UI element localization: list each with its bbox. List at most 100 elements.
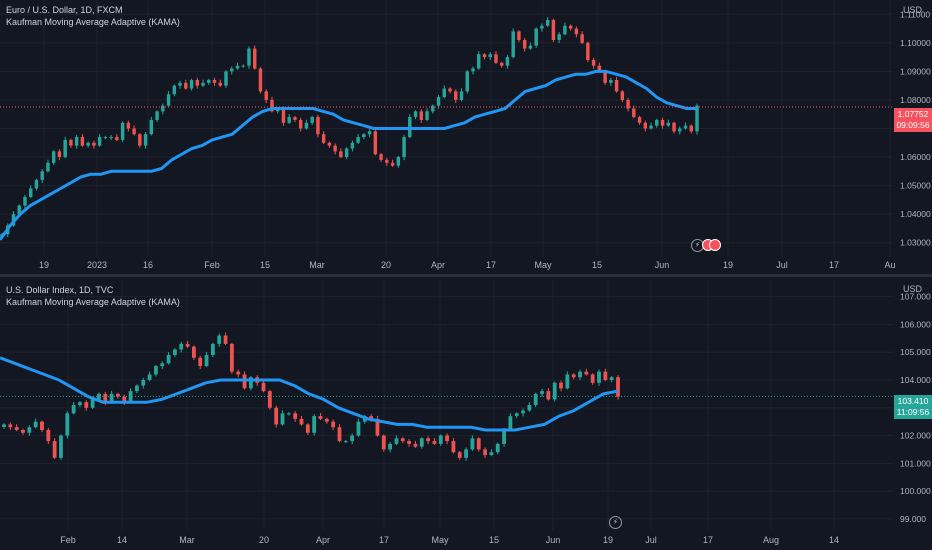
candle-body bbox=[488, 54, 492, 58]
candle-body bbox=[643, 122, 648, 129]
candle-body bbox=[92, 142, 96, 146]
candle-body bbox=[310, 117, 314, 123]
candle-body bbox=[431, 105, 435, 112]
candle-body bbox=[247, 48, 251, 66]
candle-body bbox=[584, 371, 589, 375]
candle-body bbox=[626, 99, 630, 109]
bottom-countdown: 11:09:56 bbox=[896, 407, 930, 417]
flash-icon-bottom[interactable]: ⚡ bbox=[609, 516, 622, 529]
bottom-indicator-label: Kaufman Moving Average Adaptive (KAMA) bbox=[6, 297, 180, 307]
candle-body bbox=[80, 137, 85, 146]
candle-body bbox=[298, 119, 303, 129]
candle-body bbox=[660, 119, 665, 126]
candle-body bbox=[8, 424, 13, 428]
candle-body bbox=[419, 111, 424, 120]
date-tick-label: 17 bbox=[379, 535, 389, 545]
candle-body bbox=[116, 393, 120, 397]
price-tick-label: 1.10000 bbox=[900, 38, 931, 48]
candle-body bbox=[339, 151, 343, 158]
price-tick-label: 1.08000 bbox=[900, 95, 931, 105]
candle-body bbox=[184, 82, 188, 89]
candle-body bbox=[432, 441, 437, 444]
event-icon-2[interactable] bbox=[709, 239, 721, 251]
candle-body bbox=[103, 393, 108, 403]
date-tick-label: Apr bbox=[316, 535, 330, 545]
candle-body bbox=[373, 131, 378, 155]
candle-body bbox=[637, 117, 642, 123]
candle-body bbox=[563, 25, 567, 35]
candle-body bbox=[489, 452, 494, 455]
price-tick-label: 99.000 bbox=[900, 514, 926, 524]
candle-body bbox=[143, 134, 148, 146]
candle-body bbox=[198, 357, 203, 367]
price-tick-label: 1.05000 bbox=[900, 181, 931, 191]
kama-line bbox=[0, 356, 619, 432]
candle-body bbox=[2, 424, 6, 427]
candle-body bbox=[381, 435, 386, 450]
candle-body bbox=[293, 413, 298, 419]
candle-body bbox=[396, 157, 401, 166]
price-tick-label: 107.000 bbox=[900, 292, 931, 302]
candle-body bbox=[545, 19, 550, 26]
candle-body bbox=[195, 79, 200, 86]
candle-body bbox=[666, 122, 671, 126]
candle-body bbox=[356, 137, 360, 143]
date-tick-label: 14 bbox=[117, 535, 127, 545]
candle-body bbox=[591, 59, 596, 66]
candle-body bbox=[514, 413, 519, 417]
date-tick-label: Jul bbox=[776, 260, 788, 270]
candle-body bbox=[189, 79, 194, 89]
candle-body bbox=[59, 435, 63, 458]
candle-body bbox=[495, 443, 500, 453]
candle-body bbox=[603, 71, 607, 83]
candle-body bbox=[33, 421, 38, 428]
candle-body bbox=[51, 151, 56, 163]
candle-body bbox=[274, 407, 279, 425]
candle-body bbox=[402, 137, 406, 158]
candle-body bbox=[248, 377, 253, 389]
candle-body bbox=[655, 119, 659, 126]
candle-body bbox=[413, 443, 418, 447]
date-tick-label: 19 bbox=[603, 535, 613, 545]
candle-body bbox=[350, 142, 355, 149]
top-title: Euro / U.S. Dollar, 1D, FXCM bbox=[6, 5, 123, 15]
date-tick-label: 20 bbox=[381, 260, 391, 270]
date-tick-label: 17 bbox=[703, 535, 713, 545]
candle-body bbox=[482, 54, 487, 58]
candle-body bbox=[672, 122, 676, 132]
bottom-last-price-badge: 103.410 11:09:56 bbox=[894, 395, 932, 419]
candle-body bbox=[343, 441, 348, 443]
candle-body bbox=[407, 441, 412, 444]
candle-body bbox=[316, 117, 320, 135]
candle-body bbox=[46, 162, 50, 172]
date-tick-label: 16 bbox=[143, 260, 153, 270]
date-tick-label: 19 bbox=[723, 260, 733, 270]
candle-body bbox=[173, 349, 177, 355]
candle-body bbox=[616, 377, 620, 397]
candle-body bbox=[235, 65, 240, 69]
candle-body bbox=[178, 82, 182, 86]
candle-body bbox=[280, 413, 285, 425]
bottom-unit-label: USD bbox=[902, 284, 922, 294]
candle-body bbox=[204, 355, 209, 367]
candle-body bbox=[185, 343, 190, 347]
candle-body bbox=[97, 137, 102, 146]
candle-body bbox=[103, 137, 108, 139]
candle-body bbox=[154, 366, 158, 375]
candle-body bbox=[90, 399, 95, 408]
candle-body bbox=[21, 430, 25, 433]
candle-body bbox=[580, 34, 584, 43]
bottom-last-price: 103.410 bbox=[897, 396, 929, 406]
candle-body bbox=[597, 371, 601, 383]
candle-body bbox=[568, 25, 573, 29]
candle-body bbox=[40, 171, 44, 180]
candle-body bbox=[229, 343, 234, 372]
candle-body bbox=[436, 97, 441, 106]
candle-body bbox=[212, 79, 217, 83]
candle-body bbox=[683, 125, 688, 129]
candle-body bbox=[689, 125, 693, 132]
candle-body bbox=[578, 371, 582, 378]
candle-body bbox=[533, 393, 538, 405]
candle-body bbox=[557, 34, 561, 40]
